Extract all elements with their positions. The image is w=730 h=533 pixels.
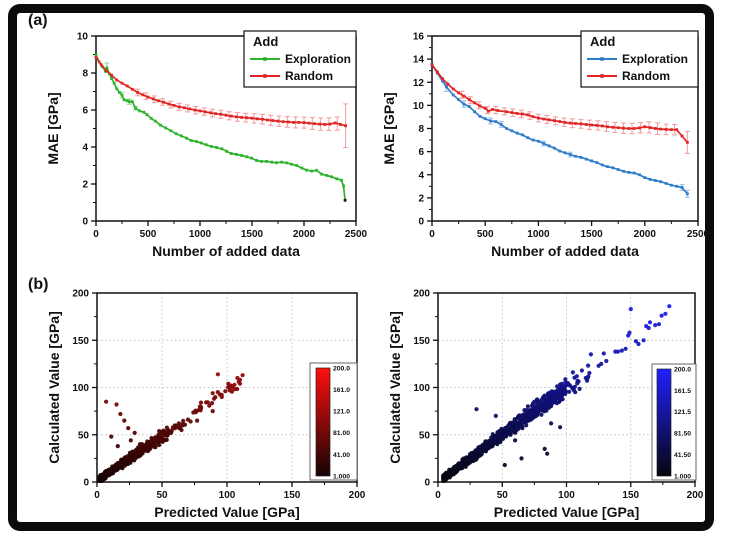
colorbar: 200.0 161.0 121.0 81.00 41.00 1.000 bbox=[309, 362, 358, 481]
svg-text:100: 100 bbox=[72, 383, 89, 394]
chart-mae-right: 0 500 1000 1500 2000 2500 0 2 4 6 8 10 12 14 16 Number … bbox=[381, 30, 710, 259]
svg-text:150: 150 bbox=[622, 490, 639, 501]
svg-text:0: 0 bbox=[83, 478, 89, 489]
svg-text:4: 4 bbox=[418, 170, 424, 181]
colorbar-tick-label: 161.0 bbox=[333, 387, 350, 394]
svg-text:16: 16 bbox=[413, 32, 425, 43]
svg-text:50: 50 bbox=[497, 490, 509, 501]
svg-text:1000: 1000 bbox=[189, 229, 212, 240]
svg-text:0: 0 bbox=[418, 217, 424, 228]
svg-text:200: 200 bbox=[413, 289, 430, 300]
svg-text:200: 200 bbox=[349, 490, 366, 501]
svg-text:200: 200 bbox=[687, 490, 704, 501]
svg-text:1000: 1000 bbox=[527, 229, 550, 240]
chart-scatter-left: 0 50 100 150 200 0 50 100 150 200 Predicted Value … bbox=[46, 289, 366, 521]
svg-text:500: 500 bbox=[477, 229, 494, 240]
colorbar-tick-label: 81.50 bbox=[674, 431, 691, 438]
scatter-points bbox=[97, 372, 245, 484]
y-axis-label: Calculated Value [GPa] bbox=[387, 311, 403, 464]
legend-label: Random bbox=[622, 69, 670, 83]
svg-text:8: 8 bbox=[82, 69, 88, 80]
svg-text:0: 0 bbox=[94, 490, 100, 501]
y-axis: 0 2 4 6 8 10 bbox=[77, 32, 96, 228]
colorbar-tick-label: 200.0 bbox=[674, 366, 691, 373]
svg-text:500: 500 bbox=[140, 229, 157, 240]
legend-label: Exploration bbox=[285, 52, 351, 66]
svg-text:0: 0 bbox=[435, 490, 441, 501]
legend-title: Add bbox=[590, 34, 615, 49]
legend: Add Exploration Random bbox=[243, 30, 357, 88]
colorbar-tick-label: 41.00 bbox=[333, 452, 350, 459]
y-axis: 0 50 100 150 200 bbox=[72, 289, 97, 489]
legend-label: Random bbox=[285, 69, 333, 83]
series-random bbox=[94, 55, 349, 149]
svg-text:0: 0 bbox=[424, 478, 430, 489]
svg-text:4: 4 bbox=[82, 143, 88, 154]
scatter-points bbox=[441, 304, 672, 484]
x-axis-label: Number of added data bbox=[152, 243, 300, 259]
figure-border-frame bbox=[8, 4, 714, 531]
svg-text:6: 6 bbox=[418, 147, 424, 158]
chart-scatter-right: 0 50 100 150 200 0 50 100 150 200 Predicted Value … bbox=[387, 289, 704, 521]
svg-text:12: 12 bbox=[413, 78, 425, 89]
svg-text:2: 2 bbox=[82, 180, 88, 191]
colorbar-tick-label: 200.0 bbox=[333, 365, 350, 372]
panel-label-a: (a) bbox=[28, 12, 48, 29]
svg-text:2: 2 bbox=[418, 193, 424, 204]
svg-text:14: 14 bbox=[413, 55, 425, 66]
svg-text:2000: 2000 bbox=[634, 229, 657, 240]
colorbar-tick-label: 1.000 bbox=[333, 473, 350, 480]
x-axis-label: Number of added data bbox=[491, 243, 639, 259]
svg-text:150: 150 bbox=[284, 490, 301, 501]
x-axis: 0 500 1000 1500 2000 2500 bbox=[429, 221, 710, 240]
colorbar-tick-label: 121.0 bbox=[333, 409, 350, 416]
svg-text:50: 50 bbox=[156, 490, 168, 501]
svg-text:10: 10 bbox=[77, 32, 89, 43]
svg-text:100: 100 bbox=[219, 490, 236, 501]
svg-text:200: 200 bbox=[72, 289, 89, 300]
svg-text:8: 8 bbox=[418, 124, 424, 135]
svg-text:2500: 2500 bbox=[687, 229, 710, 240]
svg-text:10: 10 bbox=[413, 101, 425, 112]
y-axis: 0 2 4 6 8 10 12 14 16 bbox=[413, 32, 432, 228]
svg-text:1500: 1500 bbox=[241, 229, 264, 240]
y-axis-label: Calculated Value [GPa] bbox=[46, 311, 62, 464]
colorbar-tick-label: 161.5 bbox=[674, 388, 691, 395]
chart-mae-left: 0 500 1000 1500 2000 2500 0 2 4 6 8 10 Number of add… bbox=[45, 30, 368, 259]
svg-text:100: 100 bbox=[413, 383, 430, 394]
svg-text:50: 50 bbox=[78, 430, 90, 441]
colorbar: 200.0 161.5 121.5 81.50 41.50 1.000 bbox=[651, 363, 697, 481]
colorbar-tick-label: 81.00 bbox=[333, 430, 350, 437]
y-axis-label: MAE [GPa] bbox=[381, 92, 397, 164]
x-axis-label: Predicted Value [GPa] bbox=[154, 504, 300, 520]
svg-text:2000: 2000 bbox=[293, 229, 316, 240]
svg-text:100: 100 bbox=[558, 490, 575, 501]
svg-text:6: 6 bbox=[82, 106, 88, 117]
svg-text:2500: 2500 bbox=[345, 229, 368, 240]
legend-title: Add bbox=[253, 34, 278, 49]
svg-text:50: 50 bbox=[419, 430, 431, 441]
svg-text:0: 0 bbox=[82, 217, 88, 228]
x-axis: 0 50 100 150 200 bbox=[435, 482, 704, 501]
x-axis: 0 50 100 150 200 bbox=[94, 482, 366, 501]
x-axis-label: Predicted Value [GPa] bbox=[494, 504, 640, 520]
svg-text:0: 0 bbox=[429, 229, 435, 240]
y-axis-label: MAE [GPa] bbox=[45, 92, 61, 164]
svg-text:150: 150 bbox=[413, 336, 430, 347]
svg-text:150: 150 bbox=[72, 336, 89, 347]
legend: Add Exploration Random bbox=[580, 30, 699, 88]
panel-label-b: (b) bbox=[28, 276, 49, 293]
colorbar-tick-label: 121.5 bbox=[674, 409, 691, 416]
y-axis: 0 50 100 150 200 bbox=[413, 289, 438, 489]
legend-label: Exploration bbox=[622, 52, 688, 66]
colorbar-tick-label: 1.000 bbox=[674, 473, 691, 480]
svg-text:1500: 1500 bbox=[580, 229, 603, 240]
svg-text:0: 0 bbox=[93, 229, 99, 240]
colorbar-tick-label: 41.50 bbox=[674, 452, 691, 459]
x-axis: 0 500 1000 1500 2000 2500 bbox=[93, 221, 368, 240]
series-random bbox=[430, 63, 690, 154]
